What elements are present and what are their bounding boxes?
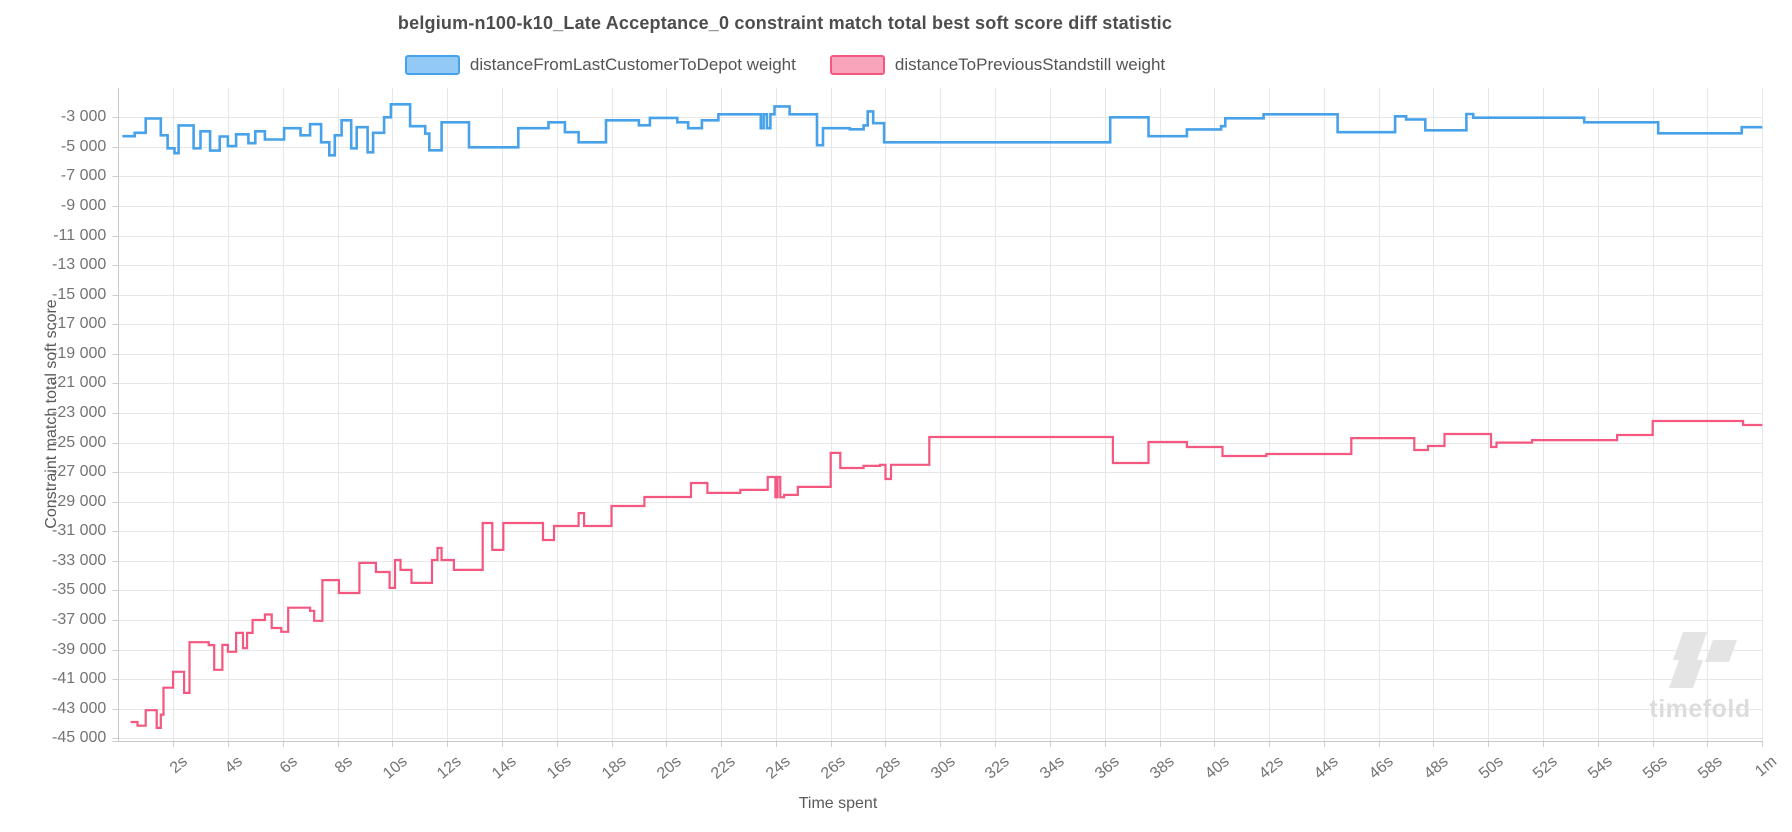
y-tick-label: -19 000 xyxy=(52,344,107,362)
y-tick-label: -23 000 xyxy=(52,404,107,421)
y-tick-label: -29 000 xyxy=(52,492,107,510)
y-tick-label: -25 000 xyxy=(52,433,107,451)
y-tick-label: -33 000 xyxy=(52,551,107,569)
legend-item-distance-from-last-customer: distanceFromLastCustomerToDepot weight xyxy=(404,55,796,75)
y-tick-label: -9 000 xyxy=(60,197,107,214)
y-tick-label: -21 000 xyxy=(52,374,107,392)
y-tick-label: -15 000 xyxy=(52,285,107,303)
y-axis-title: Constraint match total soft score xyxy=(43,299,60,529)
y-tick-label: -37 000 xyxy=(52,611,107,628)
y-tick-label: -43 000 xyxy=(52,699,107,717)
y-tick-label: -11 000 xyxy=(53,226,107,244)
y-tick-label: -35 000 xyxy=(52,581,107,599)
y-tick-label: -7 000 xyxy=(60,167,107,185)
y-tick-label: -5 000 xyxy=(60,137,107,155)
legend-label: distanceToPreviousStandstill weight xyxy=(894,55,1166,74)
x-axis-title: Time spent xyxy=(798,795,878,812)
chart-legend: distanceFromLastCustomerToDepot weight d… xyxy=(0,55,1570,75)
legend-item-distance-to-previous-standstill: distanceToPreviousStandstill weight xyxy=(829,55,1166,75)
series-line-blue xyxy=(122,103,1763,157)
legend-swatch-blue xyxy=(404,55,460,75)
y-tick-label: -45 000 xyxy=(52,729,107,747)
legend-label: distanceFromLastCustomerToDepot weight xyxy=(469,55,796,74)
series-line-pink xyxy=(130,419,1763,729)
y-tick-label: -17 000 xyxy=(52,315,107,333)
y-tick-label: -39 000 xyxy=(52,640,107,658)
y-tick-label: -3 000 xyxy=(60,108,107,126)
y-tick-label: -41 000 xyxy=(52,670,107,688)
y-tick-label: -31 000 xyxy=(52,522,107,540)
y-tick-label: -13 000 xyxy=(52,256,107,274)
legend-swatch-pink xyxy=(829,55,885,75)
chart-title: belgium-n100-k10_Late Acceptance_0 const… xyxy=(397,13,1173,33)
y-tick-label: -27 000 xyxy=(52,463,107,481)
